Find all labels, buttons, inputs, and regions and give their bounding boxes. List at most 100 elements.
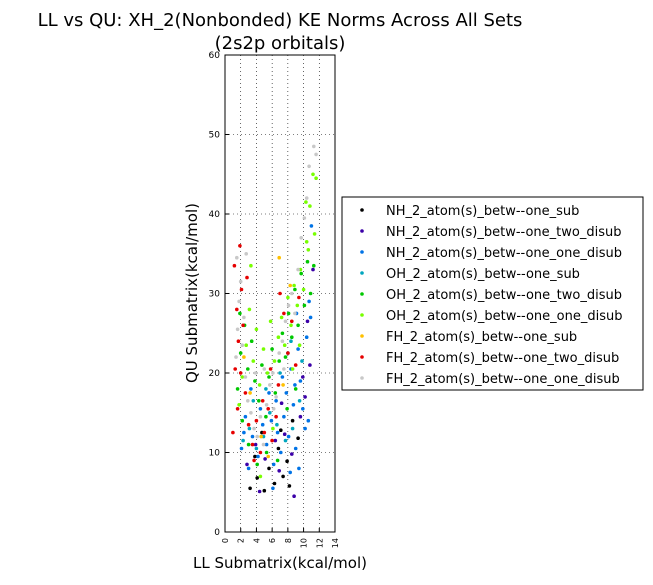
y-tick-label: 30 [209,290,221,300]
scatter-point [303,395,307,399]
scatter-point [286,303,291,308]
scatter-point [232,263,237,268]
scatter-point [269,418,274,423]
scatter-point [245,462,249,467]
scatter-point [299,271,304,276]
scatter-point [277,255,282,260]
scatter-point [304,196,309,200]
scatter-point [301,375,305,379]
legend-label: OH_2_atom(s)_betw--one_sub [386,267,580,282]
scatter-point [253,454,257,459]
scatter-point [251,359,256,363]
x-tick-label: 12 [315,538,324,548]
scatter-point [249,411,253,415]
scatter-point [254,327,259,332]
scatter-point [289,323,293,328]
scatter-point [312,144,316,149]
scatter-point [280,339,285,344]
scatter-point [266,407,271,411]
scatter-point [244,343,248,348]
scatter-point [289,339,293,344]
scatter-point [235,407,240,411]
scatter-point [237,403,241,407]
scatter-point [301,407,305,411]
scatter-point [298,379,303,383]
scatter-point [273,391,278,395]
scatter-point [246,422,251,427]
y-axis-label: QU Submatrix(kcal/mol) [183,203,201,383]
scatter-point [307,299,311,304]
scatter-point [273,438,278,443]
legend-label: FH_2_atom(s)_betw--one_two_disub [386,351,619,366]
scatter-point [286,311,291,316]
scatter-point [268,319,273,324]
scatter-point [283,319,288,324]
scatter-point [293,311,297,316]
y-tick-label: 20 [209,369,221,379]
scatter-point [308,291,313,296]
scatter-point [271,407,276,411]
x-tick-label: 8 [284,538,293,543]
x-tick-label: 6 [268,538,277,543]
scatter-point [272,359,277,363]
scatter-point [264,387,268,391]
scatter-point [297,295,301,300]
scatter-point [245,275,249,280]
scatter-point [312,232,317,236]
scatter-point [256,454,260,459]
scatter-point [275,430,280,435]
scatter-point [259,434,263,439]
x-tick-label: 14 [331,538,340,548]
scatter-point [275,422,279,427]
y-tick-label: 60 [209,51,221,61]
scatter-point [292,283,296,288]
y-tick-label: 50 [209,131,221,141]
scatter-point [281,383,285,387]
scatter-point [293,383,297,387]
scatter-point [264,442,269,447]
scatter-point [285,407,289,411]
scatter-point [262,367,267,371]
scatter-point [296,436,300,441]
scatter-point [244,252,248,256]
scatter-point [272,481,277,486]
scatter-point [282,432,287,437]
legend-label: NH_2_atom(s)_betw--one_two_disub [386,225,621,240]
scatter-point [268,411,272,415]
x-tick-label: 0 [221,538,230,543]
points-layer [231,144,318,499]
scatter-point [250,442,255,447]
legend: NH_2_atom(s)_betw--one_sub NH_2_atom(s)_b… [341,196,644,391]
scatter-point [258,407,263,411]
scatter-point [235,387,240,391]
scatter-point [312,263,316,268]
scatter-point [260,399,265,403]
scatter-point [267,466,271,471]
scatter-point [243,391,248,395]
x-tick-label: 10 [300,538,309,548]
scatter-point [238,279,243,284]
scatter-point [288,283,293,288]
chart-title-line2: (2s2p orbitals) [215,33,346,54]
chart-title-line1: LL vs QU: XH_2(Nonbonded) KE Norms Acros… [38,10,523,31]
scatter-point [238,351,243,355]
scatter-point [304,240,309,244]
scatter-point [276,335,281,340]
scatter-point [238,371,243,375]
scatter-point [261,347,266,351]
scatter-point [306,418,311,423]
scatter-point [304,200,308,204]
scatter-point [248,486,252,491]
scatter-point [255,434,259,439]
scatter-point [257,383,262,387]
scatter-point [268,367,273,371]
scatter-point [274,414,278,419]
legend-marker [360,334,364,338]
legend-marker [360,313,364,317]
scatter-point [271,486,275,491]
scatter-point [297,343,302,348]
scatter-point [306,248,311,252]
scatter-point [253,379,257,383]
scatter-point [295,303,300,308]
